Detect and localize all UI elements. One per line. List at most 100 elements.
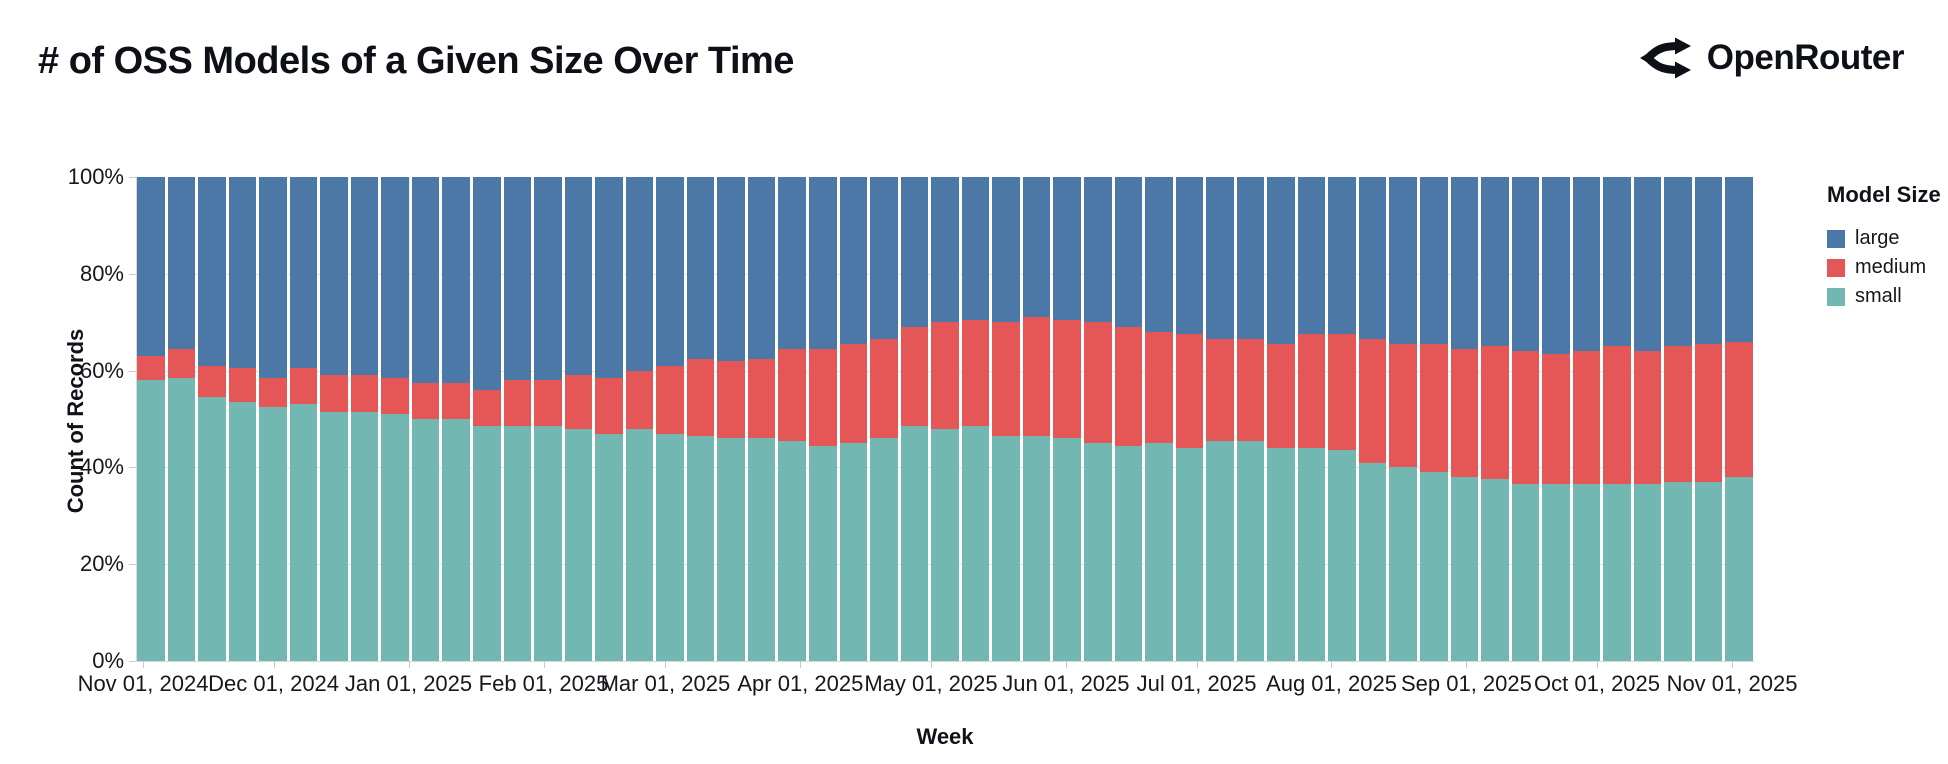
bar-segment-medium[interactable] bbox=[137, 356, 165, 381]
bar-segment-medium[interactable] bbox=[1297, 334, 1326, 449]
bar-segment-small[interactable] bbox=[717, 438, 745, 661]
bar-segment-large[interactable] bbox=[167, 177, 196, 349]
bar-segment-medium[interactable] bbox=[747, 358, 776, 439]
bar-segment-small[interactable] bbox=[320, 411, 348, 661]
bar-segment-large[interactable] bbox=[1236, 177, 1265, 340]
bar-segment-medium[interactable] bbox=[686, 358, 715, 436]
bar-segment-large[interactable] bbox=[137, 177, 165, 357]
bar-segment-medium[interactable] bbox=[167, 348, 196, 378]
bar-segment-large[interactable] bbox=[1694, 177, 1723, 344]
legend-entry-small[interactable]: small bbox=[1827, 282, 1941, 311]
bar-segment-medium[interactable] bbox=[1053, 319, 1081, 439]
bar-segment-small[interactable] bbox=[1145, 443, 1173, 661]
bar-segment-large[interactable] bbox=[442, 177, 471, 383]
bar-segment-large[interactable] bbox=[1328, 177, 1356, 335]
bar-segment-large[interactable] bbox=[686, 177, 715, 359]
bar-segment-small[interactable] bbox=[1725, 477, 1753, 661]
bar-segment-large[interactable] bbox=[289, 177, 318, 369]
bar-segment-large[interactable] bbox=[1633, 177, 1662, 352]
bar-segment-small[interactable] bbox=[1389, 467, 1417, 661]
bar-segment-small[interactable] bbox=[1572, 484, 1601, 661]
bar-segment-medium[interactable] bbox=[1664, 346, 1692, 482]
bar-segment-large[interactable] bbox=[198, 177, 226, 366]
bar-segment-small[interactable] bbox=[686, 435, 715, 661]
bar-segment-medium[interactable] bbox=[1022, 317, 1051, 436]
bar-segment-large[interactable] bbox=[1022, 177, 1051, 318]
bar-segment-large[interactable] bbox=[564, 177, 593, 376]
bar-segment-large[interactable] bbox=[350, 177, 379, 376]
bar-segment-medium[interactable] bbox=[1694, 343, 1723, 482]
bar-segment-large[interactable] bbox=[1083, 177, 1112, 323]
bar-segment-small[interactable] bbox=[1664, 481, 1692, 661]
bar-segment-medium[interactable] bbox=[839, 343, 868, 444]
bar-segment-small[interactable] bbox=[534, 426, 562, 661]
bar-segment-medium[interactable] bbox=[1633, 351, 1662, 485]
bar-segment-small[interactable] bbox=[839, 443, 868, 661]
bar-segment-large[interactable] bbox=[595, 177, 623, 378]
bar-segment-small[interactable] bbox=[931, 428, 959, 661]
bar-segment-medium[interactable] bbox=[778, 348, 807, 441]
bar-segment-medium[interactable] bbox=[1236, 339, 1265, 441]
bar-segment-small[interactable] bbox=[1053, 438, 1081, 661]
bar-segment-large[interactable] bbox=[900, 177, 929, 328]
bar-segment-large[interactable] bbox=[381, 177, 409, 378]
bar-segment-medium[interactable] bbox=[534, 380, 562, 427]
bar-segment-small[interactable] bbox=[1267, 448, 1295, 661]
bar-segment-medium[interactable] bbox=[656, 365, 684, 434]
bar-segment-small[interactable] bbox=[961, 426, 990, 661]
bar-segment-large[interactable] bbox=[870, 177, 898, 340]
bar-segment-medium[interactable] bbox=[228, 368, 257, 403]
bar-segment-small[interactable] bbox=[381, 414, 409, 661]
bar-segment-large[interactable] bbox=[656, 177, 684, 366]
bar-segment-medium[interactable] bbox=[1206, 339, 1234, 441]
bar-segment-medium[interactable] bbox=[931, 322, 959, 429]
bar-segment-small[interactable] bbox=[1022, 435, 1051, 661]
bar-segment-small[interactable] bbox=[198, 397, 226, 661]
bar-segment-small[interactable] bbox=[870, 438, 898, 661]
bar-segment-large[interactable] bbox=[1542, 177, 1570, 354]
bar-segment-medium[interactable] bbox=[870, 339, 898, 439]
bar-segment-small[interactable] bbox=[167, 377, 196, 661]
bar-segment-large[interactable] bbox=[992, 177, 1020, 323]
bar-segment-medium[interactable] bbox=[564, 375, 593, 429]
bar-segment-medium[interactable] bbox=[1572, 351, 1601, 485]
bar-segment-medium[interactable] bbox=[1725, 341, 1753, 478]
bar-segment-small[interactable] bbox=[137, 380, 165, 661]
bar-segment-large[interactable] bbox=[473, 177, 501, 390]
bar-segment-medium[interactable] bbox=[1481, 346, 1509, 480]
bar-segment-medium[interactable] bbox=[198, 365, 226, 398]
bar-segment-small[interactable] bbox=[1236, 440, 1265, 661]
bar-segment-medium[interactable] bbox=[1114, 327, 1143, 446]
bar-segment-small[interactable] bbox=[809, 445, 837, 661]
bar-segment-large[interactable] bbox=[411, 177, 440, 383]
bar-segment-small[interactable] bbox=[1206, 440, 1234, 661]
bar-segment-small[interactable] bbox=[1114, 445, 1143, 661]
bar-segment-medium[interactable] bbox=[1419, 343, 1448, 473]
bar-segment-medium[interactable] bbox=[1267, 343, 1295, 449]
bar-segment-large[interactable] bbox=[534, 177, 562, 381]
bar-segment-small[interactable] bbox=[1175, 448, 1204, 661]
bar-segment-medium[interactable] bbox=[992, 322, 1020, 436]
bar-segment-medium[interactable] bbox=[350, 375, 379, 412]
bar-segment-large[interactable] bbox=[1389, 177, 1417, 344]
legend-entry-large[interactable]: large bbox=[1827, 224, 1941, 253]
bar-segment-large[interactable] bbox=[1481, 177, 1509, 347]
bar-segment-small[interactable] bbox=[1297, 448, 1326, 661]
bar-segment-large[interactable] bbox=[1603, 177, 1631, 347]
bar-segment-small[interactable] bbox=[503, 426, 532, 661]
bar-segment-medium[interactable] bbox=[320, 375, 348, 412]
bar-segment-large[interactable] bbox=[1572, 177, 1601, 352]
bar-segment-large[interactable] bbox=[1511, 177, 1540, 352]
bar-segment-small[interactable] bbox=[1481, 479, 1509, 661]
bar-segment-large[interactable] bbox=[1053, 177, 1081, 320]
bar-segment-small[interactable] bbox=[1450, 477, 1479, 661]
bar-segment-medium[interactable] bbox=[1389, 343, 1417, 468]
bar-segment-small[interactable] bbox=[228, 402, 257, 661]
bar-segment-large[interactable] bbox=[1450, 177, 1479, 349]
bar-segment-large[interactable] bbox=[625, 177, 654, 371]
bar-segment-medium[interactable] bbox=[1542, 353, 1570, 485]
bar-segment-large[interactable] bbox=[717, 177, 745, 361]
bar-segment-small[interactable] bbox=[289, 404, 318, 661]
bar-segment-small[interactable] bbox=[1083, 443, 1112, 661]
bar-segment-small[interactable] bbox=[1511, 484, 1540, 661]
